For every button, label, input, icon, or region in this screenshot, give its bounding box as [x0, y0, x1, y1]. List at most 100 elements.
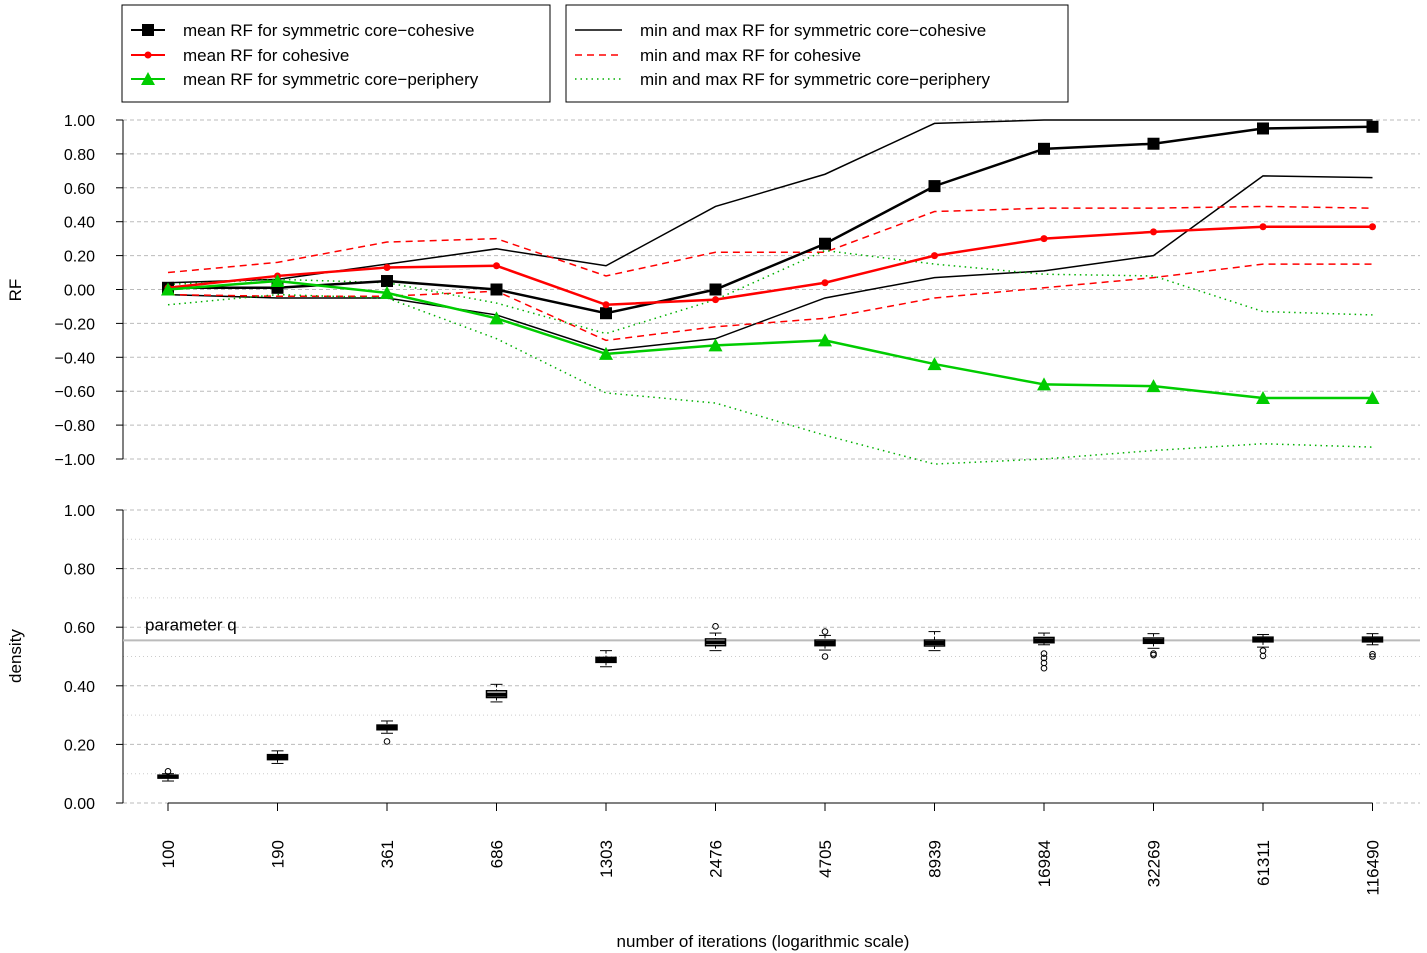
- box-outlier: [1150, 650, 1157, 657]
- x-tick-label: 2476: [707, 840, 726, 878]
- rf-mean-point: [380, 285, 394, 299]
- rf-min-line-4: [167, 263, 1373, 342]
- rf-mean-point: [818, 333, 832, 347]
- x-tick-label: 190: [269, 840, 288, 868]
- box-outlier: [1369, 650, 1376, 658]
- box-outlier: [164, 768, 172, 775]
- rf-mean-point: [489, 311, 504, 325]
- rf-mean-point: [383, 263, 391, 271]
- density-tick-label: 0.40: [64, 679, 95, 696]
- rf-max-line-4: [167, 205, 1373, 277]
- rf-min-line-5: [167, 293, 1373, 465]
- box-outlier: [1369, 653, 1376, 660]
- rf-panel: 1.00 0.80 0.60 0.40 0.20 0.00 −0.20 −0.40 −0.60 −…: [6, 113, 1420, 469]
- box-outlier: [1040, 659, 1048, 667]
- legend-left: mean RF for symmetric core−cohesive mean …: [121, 4, 551, 103]
- box-outlier: [821, 653, 829, 660]
- rf-tick-label: 0.40: [64, 215, 95, 232]
- rf-tick-label: −0.60: [55, 384, 96, 401]
- density-panel: 1.00 0.80 0.60 0.40 0.20 0.00 density paramet…: [6, 503, 1420, 951]
- rf-mean-point: [1369, 223, 1376, 231]
- rf-mean-point: [600, 307, 612, 320]
- rf-tick-label: 0.80: [64, 147, 95, 164]
- legend-label: min and max RF for symmetric core−cohesi…: [640, 21, 986, 40]
- density-tick-label: 0.20: [64, 737, 95, 754]
- rf-mean-point: [708, 338, 723, 352]
- density-tick-label: 0.00: [64, 796, 95, 813]
- x-tick-label: 686: [488, 840, 507, 868]
- x-axis-label: number of iterations (logarithmic scale): [617, 932, 910, 951]
- rf-mean-point: [161, 282, 175, 296]
- x-tick-label: 4705: [816, 840, 835, 878]
- boxplot-32269: [1142, 633, 1165, 659]
- legend-label: mean RF for cohesive: [183, 46, 349, 65]
- boxplot-16984: [1033, 632, 1055, 672]
- rf-mean-point: [1146, 379, 1161, 393]
- rf-mean-point: [821, 279, 829, 287]
- boxplot-61311: [1252, 634, 1274, 660]
- x-tick-label: 1303: [597, 840, 616, 878]
- box-outlier: [821, 628, 829, 635]
- boxplot-190: [266, 750, 289, 764]
- rf-mean-line-2: [167, 279, 1373, 400]
- box-outlier: [1040, 664, 1048, 672]
- rf-mean-point: [1147, 137, 1160, 150]
- box-outlier: [1259, 647, 1267, 654]
- box-outlier: [1259, 652, 1267, 660]
- rf-mean-point: [931, 252, 938, 260]
- x-tick-label: 361: [378, 840, 397, 868]
- rf-mean-point: [712, 296, 719, 304]
- rf-max-line-3: [167, 119, 1373, 284]
- rf-mean-point: [270, 274, 285, 288]
- rf-mean-point: [1257, 122, 1269, 135]
- rf-mean-point: [1259, 223, 1267, 231]
- rf-mean-point: [490, 283, 503, 296]
- rf-tick-label: 0.60: [64, 181, 95, 198]
- boxplot-1303: [595, 650, 617, 668]
- x-tick-label: 100: [159, 840, 178, 868]
- rf-mean-point: [1037, 377, 1051, 391]
- rf-mean-point: [819, 237, 831, 250]
- rf-tick-label: −1.00: [55, 452, 96, 469]
- x-tick-label: 116490: [1364, 840, 1383, 895]
- rf-mean-point: [928, 180, 941, 193]
- rf-mean-point: [1040, 235, 1048, 243]
- rf-mean-point: [602, 301, 610, 309]
- legend-marker: [142, 24, 154, 36]
- rf-tick-label: −0.20: [55, 316, 96, 333]
- legend-label: mean RF for symmetric core−cohesive: [183, 21, 474, 40]
- rf-tick-label: 0.20: [64, 249, 95, 266]
- rf-min-line-3: [167, 175, 1373, 352]
- boxplot-686: [485, 683, 508, 703]
- rf-mean-point: [1038, 142, 1050, 155]
- rf-mean-point: [1150, 228, 1157, 236]
- boxplot-100: [157, 768, 179, 782]
- rf-mean-point: [927, 357, 942, 371]
- rf-mean-line-1: [167, 225, 1373, 307]
- rf-tick-label: 1.00: [64, 113, 95, 130]
- rf-y-axis-label: RF: [6, 279, 25, 302]
- density-tick-label: 1.00: [64, 503, 95, 520]
- rf-mean-point: [709, 283, 722, 296]
- legend-right: min and max RF for symmetric core−cohesi…: [565, 4, 1069, 103]
- x-tick-label: 61311: [1254, 840, 1273, 886]
- boxplot-116490: [1361, 633, 1384, 660]
- density-tick-label: 0.80: [64, 562, 95, 579]
- boxplot-361: [376, 720, 398, 745]
- parameter-q-label: parameter q: [145, 615, 237, 634]
- rf-mean-point: [1365, 390, 1380, 404]
- box-outlier: [1040, 654, 1048, 662]
- boxplot-4705: [814, 628, 836, 660]
- rf-mean-point: [599, 346, 613, 360]
- legend-marker: [141, 72, 155, 85]
- boxplot-2476: [704, 623, 727, 652]
- rf-tick-label: 0.00: [64, 283, 95, 300]
- boxplot-8939: [923, 631, 946, 652]
- box-outlier: [383, 738, 391, 745]
- rf-tick-label: −0.40: [55, 350, 96, 367]
- rf-mean-point: [1366, 120, 1379, 133]
- density-y-axis-label: density: [6, 629, 25, 683]
- legend-marker: [144, 51, 152, 59]
- legend-label: mean RF for symmetric core−periphery: [183, 70, 479, 89]
- x-tick-label: 8939: [926, 840, 945, 878]
